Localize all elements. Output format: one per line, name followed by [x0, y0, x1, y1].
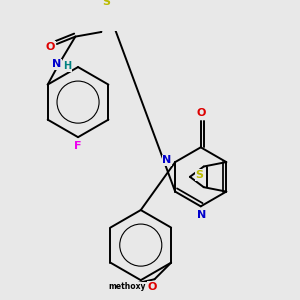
Text: N: N — [197, 210, 206, 220]
Text: S: S — [102, 0, 110, 8]
Text: S: S — [195, 170, 203, 180]
Text: methoxy: methoxy — [108, 282, 146, 291]
Text: O: O — [46, 42, 55, 52]
Text: N: N — [162, 155, 172, 165]
Text: O: O — [197, 108, 206, 118]
Text: F: F — [74, 141, 82, 152]
Text: N: N — [52, 59, 62, 69]
Text: H: H — [63, 61, 71, 71]
Text: O: O — [147, 282, 156, 292]
